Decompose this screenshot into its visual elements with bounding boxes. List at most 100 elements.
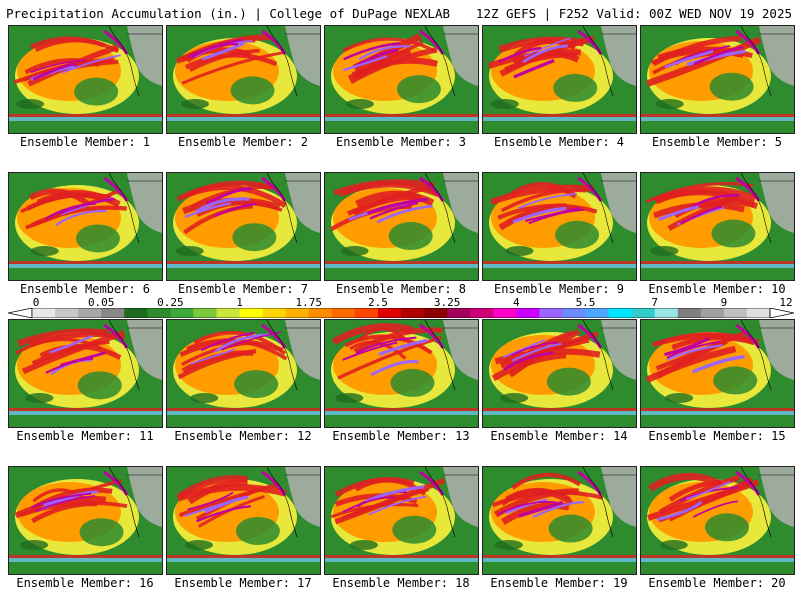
ensemble-member-label: Ensemble Member: 5	[651, 135, 783, 149]
ensemble-member-label: Ensemble Member: 19	[490, 576, 628, 590]
colorbar-swatch	[631, 308, 656, 318]
ensemble-map-5	[640, 25, 795, 134]
ensemble-member-label: Ensemble Member: 4	[493, 135, 625, 149]
precip-map-image	[167, 26, 320, 133]
colorbar-swatch	[78, 308, 102, 318]
colorbar-swatch	[239, 308, 264, 318]
colorbar-tick-label: 0	[32, 296, 40, 309]
colorbar-tick-label: 1	[236, 296, 243, 309]
ensemble-map-10	[640, 172, 795, 281]
colorbar-swatch	[55, 308, 79, 318]
ensemble-map-4	[482, 25, 637, 134]
precip-map-image	[325, 173, 478, 280]
precip-map-image	[641, 26, 794, 133]
colorbar-swatch	[562, 308, 586, 318]
ensemble-member-label: Ensemble Member: 10	[648, 282, 786, 296]
ensemble-member-label: Ensemble Member: 7	[177, 282, 309, 296]
colorbar-tick-label: 9	[720, 296, 728, 309]
colorbar-tick-label: 4	[513, 296, 520, 309]
colorbar-swatch	[377, 308, 402, 318]
ensemble-member-label: Ensemble Member: 18	[332, 576, 470, 590]
precip-map-image	[325, 26, 478, 133]
ensemble-map-15	[640, 319, 795, 428]
ensemble-member-label: Ensemble Member: 11	[16, 429, 154, 443]
ensemble-member-label: Ensemble Member: 12	[174, 429, 312, 443]
colorbar-tick-label: 12	[779, 296, 793, 309]
colorbar-swatch	[401, 308, 425, 318]
ensemble-map-18	[324, 466, 479, 575]
colorbar-min-arrow	[8, 308, 33, 318]
ensemble-member-label: Ensemble Member: 1	[19, 135, 151, 149]
colorbar-swatch	[170, 308, 194, 318]
ensemble-map-2	[166, 25, 321, 134]
precip-map-image	[483, 320, 636, 427]
ensemble-map-6	[8, 172, 163, 281]
colorbar-swatch	[585, 308, 610, 318]
colorbar-swatch	[700, 308, 725, 318]
precip-map-image	[167, 173, 320, 280]
ensemble-map-20	[640, 466, 795, 575]
colorbar-swatch	[216, 308, 241, 318]
precip-map-image	[325, 467, 478, 574]
ensemble-member-label: Ensemble Member: 6	[19, 282, 151, 296]
colorbar-frame	[31, 308, 771, 318]
colorbar-swatch	[447, 308, 471, 318]
colorbar-swatch	[354, 308, 379, 318]
precip-map-image	[167, 467, 320, 574]
colorbar-tick-label: 5.5	[575, 296, 596, 309]
colorbar-swatch	[723, 308, 748, 318]
ensemble-member-label: Ensemble Member: 13	[332, 429, 470, 443]
colorbar-tick-label: 0.25	[157, 296, 184, 309]
precip-map-image	[641, 173, 794, 280]
precip-map-image	[483, 467, 636, 574]
colorbar-tick-label: 3.25	[433, 296, 461, 309]
colorbar-swatch	[746, 308, 771, 318]
ensemble-member-label: Ensemble Member: 2	[177, 135, 309, 149]
colorbar-swatch	[677, 308, 702, 318]
precip-map-image	[9, 467, 162, 574]
ensemble-member-label: Ensemble Member: 20	[648, 576, 786, 590]
ensemble-map-9	[482, 172, 637, 281]
ensemble-member-label: Ensemble Member: 15	[648, 429, 786, 443]
colorbar-swatch	[193, 308, 217, 318]
precip-map-image	[9, 26, 162, 133]
colorbar-tick-label: 1.75	[295, 296, 323, 309]
ensemble-map-19	[482, 466, 637, 575]
colorbar-swatch	[516, 308, 540, 318]
precip-map-image	[641, 467, 794, 574]
ensemble-map-17	[166, 466, 321, 575]
header-title: Precipitation Accumulation (in.) | Colle…	[6, 6, 451, 21]
ensemble-member-label: Ensemble Member: 8	[335, 282, 467, 296]
colorbar-swatch	[32, 308, 56, 318]
ensemble-map-8	[324, 172, 479, 281]
ensemble-map-1	[8, 25, 163, 134]
colorbar-swatch	[493, 308, 517, 318]
colorbar-tick-label: 2.5	[368, 296, 388, 309]
colorbar-swatch	[147, 308, 171, 318]
precip-map-image	[325, 320, 478, 427]
colorbar-swatch	[124, 308, 148, 318]
ensemble-map-3	[324, 25, 479, 134]
colorbar-swatch	[470, 308, 494, 318]
colorbar-swatch	[654, 308, 679, 318]
colorbar-max-arrow	[769, 308, 794, 318]
precip-map-image	[483, 173, 636, 280]
ensemble-member-label: Ensemble Member: 17	[174, 576, 312, 590]
colorbar-tick-label: 7	[651, 296, 658, 309]
ensemble-member-label: Ensemble Member: 16	[16, 576, 154, 590]
colorbar-swatch	[331, 308, 356, 318]
precip-map-image	[9, 173, 162, 280]
colorbar-swatch	[101, 308, 125, 318]
ensemble-map-11	[8, 319, 163, 428]
colorbar-swatch	[424, 308, 448, 318]
ensemble-map-12	[166, 319, 321, 428]
colorbar-swatch	[285, 308, 310, 318]
ensemble-member-label: Ensemble Member: 3	[335, 135, 467, 149]
colorbar-swatch	[608, 308, 633, 318]
precip-map-image	[483, 26, 636, 133]
header-valid-time: 12Z GEFS | F252 Valid: 00Z WED NOV 19 20…	[475, 6, 792, 21]
colorbar	[8, 308, 794, 318]
ensemble-member-label: Ensemble Member: 9	[493, 282, 625, 296]
ensemble-map-14	[482, 319, 637, 428]
ensemble-map-13	[324, 319, 479, 428]
